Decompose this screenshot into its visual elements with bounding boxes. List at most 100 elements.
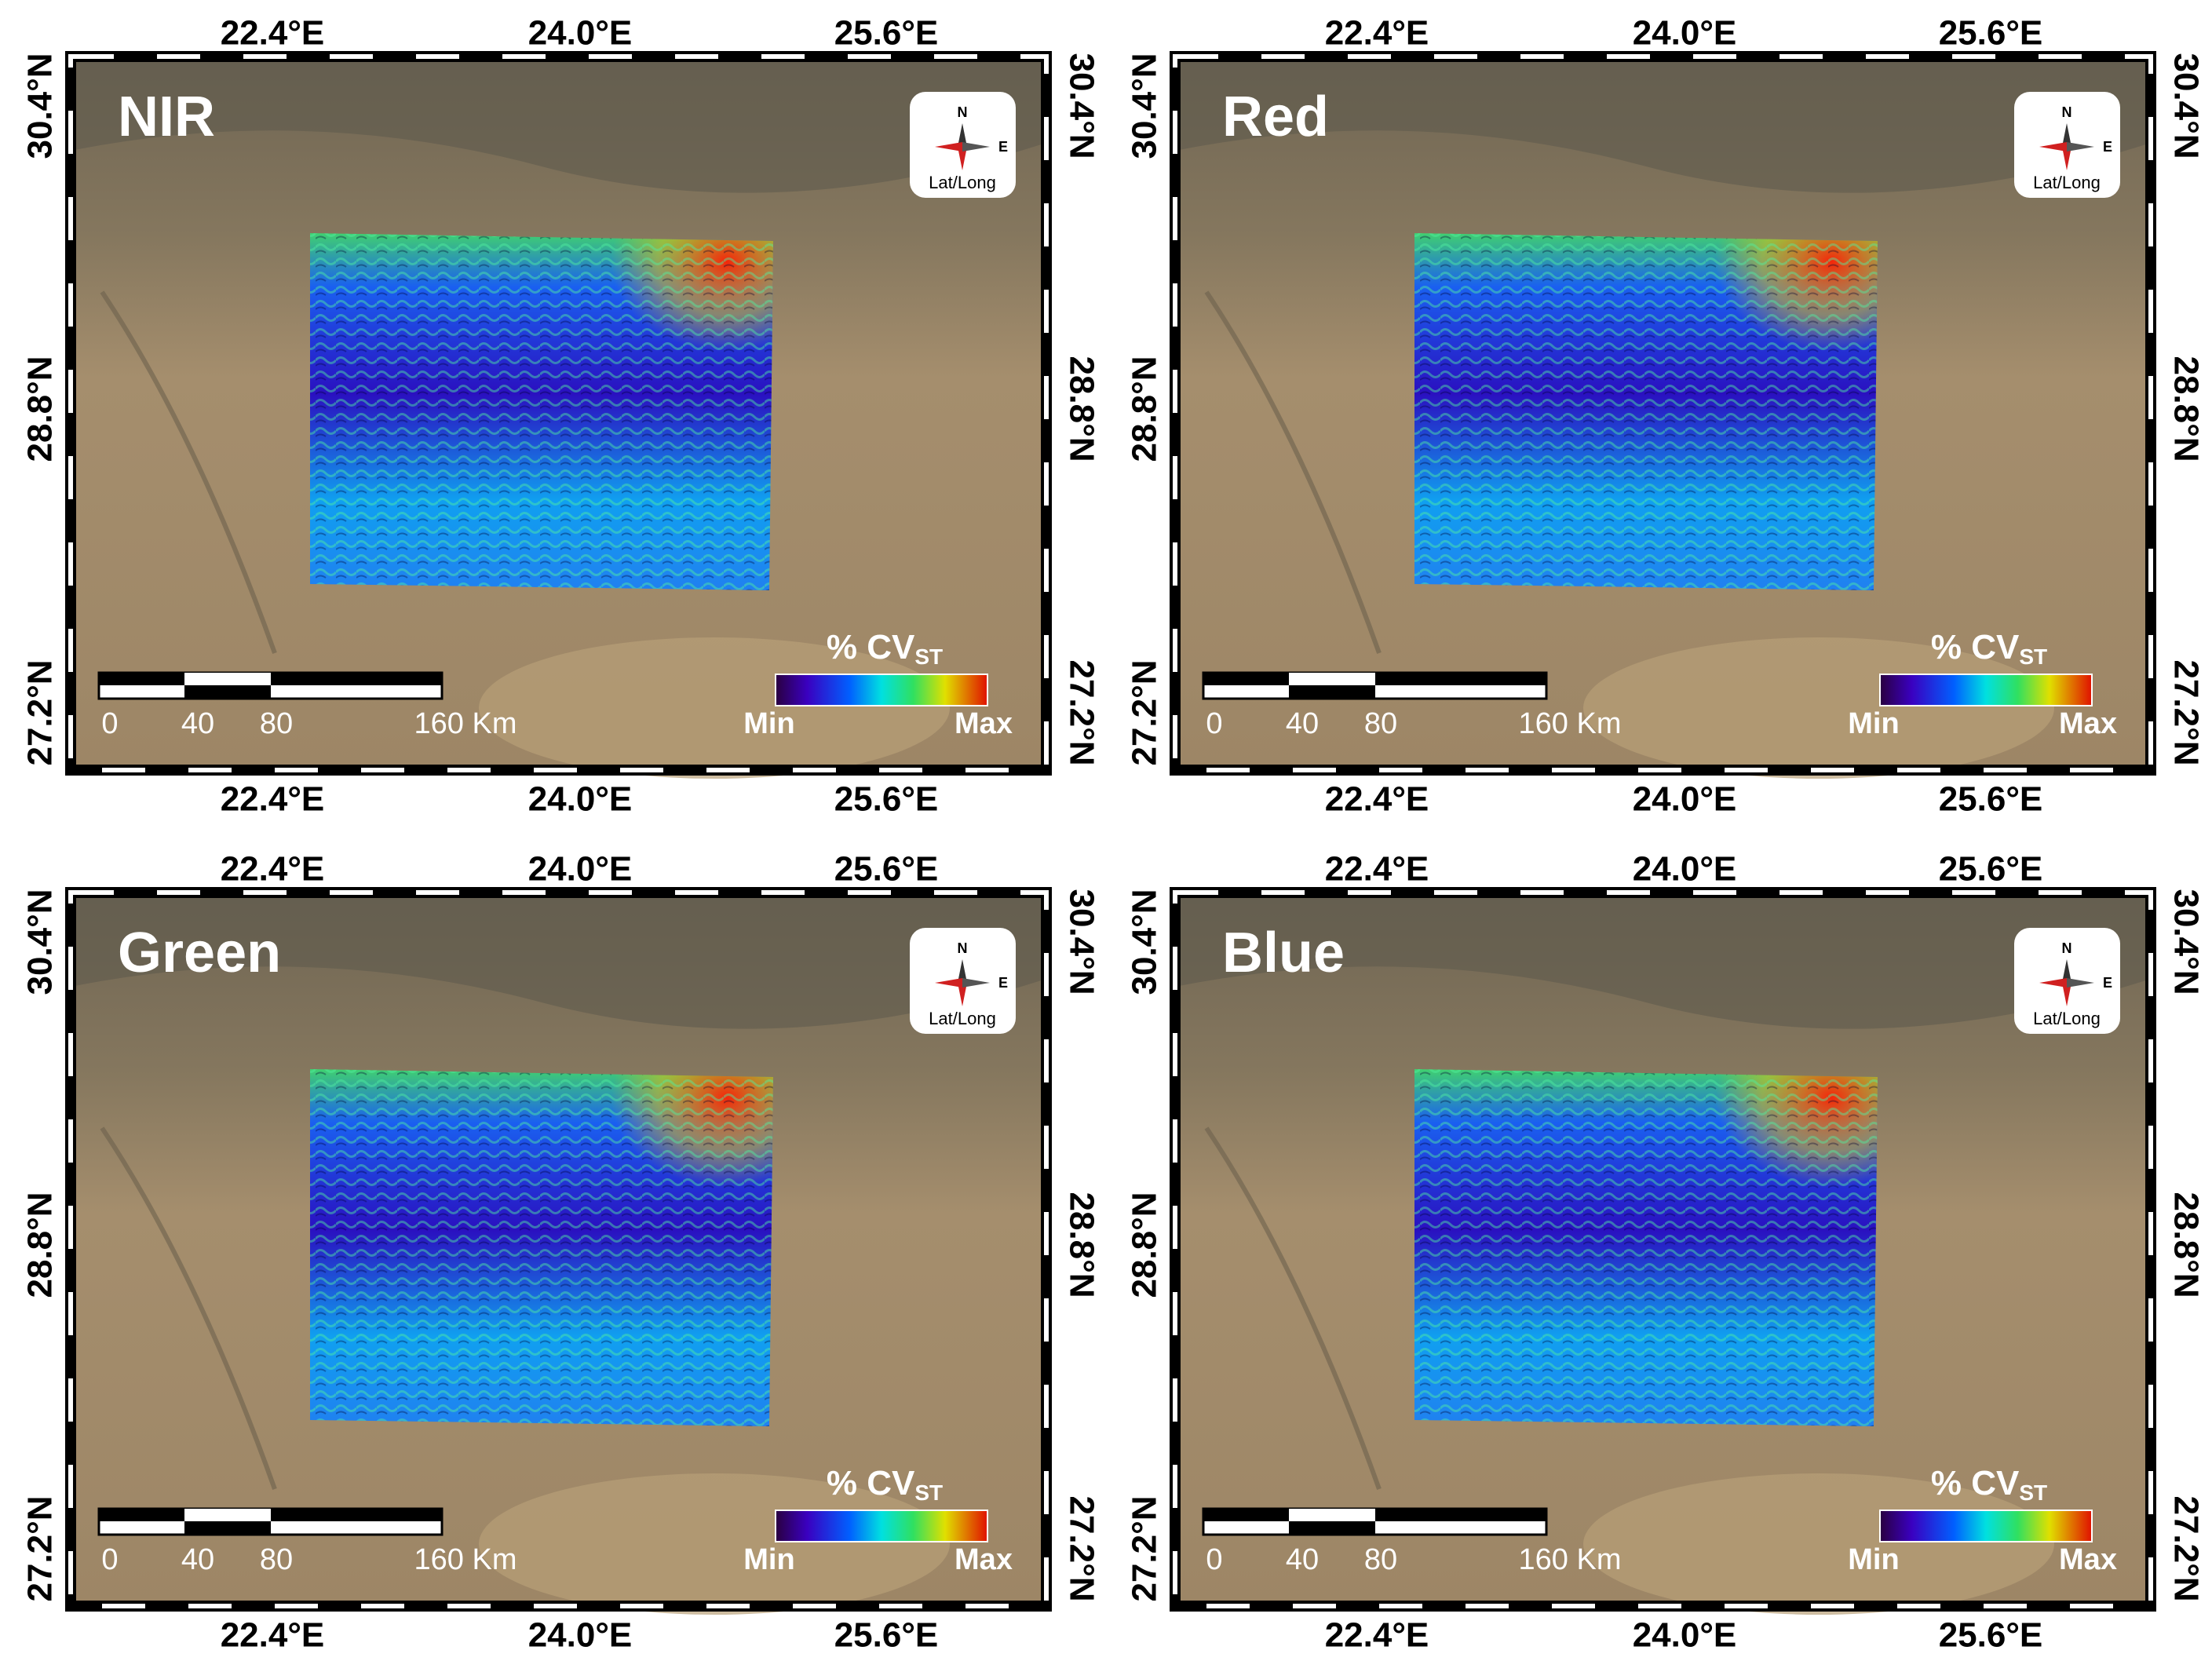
compass-east: E <box>2103 975 2112 991</box>
compass-needle <box>2062 959 2071 983</box>
colorbar-label: % CVST <box>1931 1464 2047 1506</box>
compass-east: E <box>998 139 1008 155</box>
compass-caption: Lat/Long <box>929 1009 996 1028</box>
latitude-label-right: 30.4°N <box>2166 889 2205 995</box>
sand-sea <box>1583 1473 2054 1615</box>
latitude-label-right: 27.2°N <box>2166 659 2205 765</box>
compass-needle <box>962 142 990 152</box>
escarpment <box>100 1126 277 1491</box>
compass-needle <box>958 123 967 147</box>
latitude-label-left: 27.2°N <box>1126 1495 1164 1601</box>
longitude-label-top: 25.6°E <box>1939 14 2043 53</box>
compass-north: N <box>958 940 968 956</box>
latitude-label-left: 27.2°N <box>21 659 60 765</box>
colorbar-max: Max <box>2059 707 2117 740</box>
colorbar-label: % CVST <box>827 1464 943 1506</box>
longitude-label-top: 22.4°E <box>1325 850 1429 889</box>
compass-needle <box>2067 142 2094 152</box>
compass-needle <box>962 978 990 988</box>
colorbar-label: % CVST <box>827 628 943 670</box>
scale-label: 0 <box>101 1543 118 1576</box>
scale-label: 80 <box>1364 1543 1397 1576</box>
longitude-label-bottom: 22.4°E <box>221 780 325 819</box>
scale-label: 40 <box>1286 1543 1319 1576</box>
map-panel: Red N E Lat/Long 0 40 80 160 Km % CVST Min Max 22.4… <box>1126 14 2206 819</box>
scale-segment <box>184 1521 271 1534</box>
colorbar-max: Max <box>955 707 1013 740</box>
scale-label: 40 <box>181 1543 214 1576</box>
frame-dash <box>68 890 1049 1608</box>
longitude-label-bottom: 24.0°E <box>528 780 633 819</box>
scale-segment <box>1289 1509 1375 1521</box>
scale-segment <box>1203 673 1289 685</box>
colorbar-label-main: % CV <box>1931 1464 2020 1502</box>
colorbar-label-subscript: ST <box>2019 644 2047 669</box>
latitude-label-right: 28.8°N <box>2166 1192 2205 1298</box>
scale-label: 160 Km <box>1519 1543 1622 1576</box>
compass-north: N <box>2062 104 2072 120</box>
colorbar-label-main: % CV <box>827 1464 915 1502</box>
mountain-band <box>1175 57 2151 193</box>
mountain-band <box>71 57 1046 193</box>
scale-segment <box>99 673 184 685</box>
colorbar-label-main: % CV <box>827 628 915 666</box>
longitude-label-bottom: 22.4°E <box>1325 1616 1429 1655</box>
latitude-label-left: 28.8°N <box>1126 1192 1164 1298</box>
longitude-label-top: 24.0°E <box>528 14 633 53</box>
scale-label: 40 <box>181 707 214 740</box>
longitude-label-bottom: 22.4°E <box>221 1616 325 1655</box>
compass-needle <box>2062 123 2071 147</box>
panel-title: NIR <box>118 86 215 148</box>
mountain-band <box>1175 893 2151 1029</box>
latitude-label-left: 30.4°N <box>1126 53 1164 159</box>
latitude-label-right: 30.4°N <box>2166 53 2205 159</box>
compass-needle <box>958 959 967 983</box>
frame-dash <box>1173 54 2153 772</box>
scale-label: 0 <box>1206 1543 1222 1576</box>
longitude-label-top: 22.4°E <box>221 850 325 889</box>
frame-dash <box>1173 890 2153 1608</box>
longitude-label-bottom: 24.0°E <box>528 1616 633 1655</box>
latitude-label-left: 30.4°N <box>1126 889 1164 995</box>
sand-sea <box>479 1473 950 1615</box>
latitude-label-left: 28.8°N <box>1126 356 1164 462</box>
scale-label: 80 <box>260 1543 293 1576</box>
colorbar <box>775 1510 988 1542</box>
colorbar-min: Min <box>743 707 794 740</box>
compass-east: E <box>2103 139 2112 155</box>
latitude-label-right: 30.4°N <box>1062 889 1101 995</box>
compass-caption: Lat/Long <box>2033 173 2101 192</box>
colorbar-label-subscript: ST <box>914 644 943 669</box>
longitude-label-top: 24.0°E <box>1633 850 1737 889</box>
frame-dash <box>68 54 1049 772</box>
longitude-label-top: 22.4°E <box>221 14 325 53</box>
scale-label: 0 <box>101 707 118 740</box>
sand-sea <box>1583 637 2054 779</box>
panel-title: Red <box>1222 86 1329 148</box>
cv-texture <box>1414 233 1878 590</box>
map-panel: Blue N E Lat/Long 0 40 80 160 Km % CVST Min Max 22.… <box>1126 850 2206 1655</box>
scale-segment <box>184 685 271 698</box>
compass-north: N <box>2062 940 2072 956</box>
longitude-label-bottom: 24.0°E <box>1633 780 1737 819</box>
longitude-label-bottom: 25.6°E <box>1939 780 2043 819</box>
scale-segment <box>271 1509 442 1521</box>
map-panel: Green N E Lat/Long 0 40 80 160 Km % CVST Min Max 22… <box>21 850 1101 1655</box>
latitude-label-left: 27.2°N <box>21 1495 60 1601</box>
compass-needle <box>958 983 967 1006</box>
colorbar-label-subscript: ST <box>2019 1480 2047 1505</box>
latitude-label-left: 30.4°N <box>21 889 60 995</box>
scale-label: 160 Km <box>414 1543 517 1576</box>
longitude-label-bottom: 22.4°E <box>1325 780 1429 819</box>
compass-needle <box>935 142 962 152</box>
colorbar-min: Min <box>1848 1543 1899 1576</box>
latitude-label-left: 28.8°N <box>21 1192 60 1298</box>
latitude-label-right: 27.2°N <box>1062 1495 1101 1601</box>
colorbar-min: Min <box>743 1543 794 1576</box>
escarpment <box>1204 290 1382 655</box>
scale-segment <box>1289 673 1375 685</box>
longitude-label-top: 25.6°E <box>834 14 939 53</box>
compass-needle <box>2039 142 2067 152</box>
